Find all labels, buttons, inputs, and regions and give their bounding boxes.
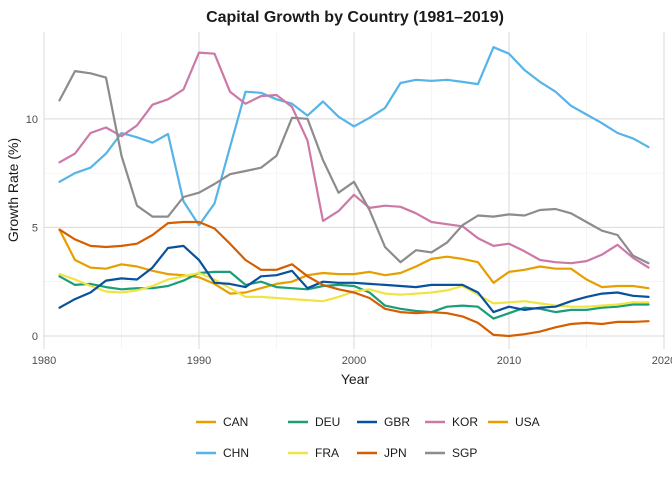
legend-label: USA xyxy=(515,415,540,429)
x-tick-label: 2010 xyxy=(497,355,521,367)
series-line-gbr xyxy=(58,244,650,314)
legend-item-gbr: GBR xyxy=(357,415,410,429)
legend-item-deu: DEU xyxy=(288,415,340,429)
y-tick-label: 0 xyxy=(32,331,38,343)
x-tick-label: 1980 xyxy=(32,355,56,367)
legend: CAN DEU GBR KOR USA CHN FRA JPN SGP xyxy=(196,415,540,460)
legend-label: CHN xyxy=(223,446,249,460)
series-line-jpn xyxy=(58,220,650,338)
series-line-chn xyxy=(58,46,650,227)
x-tick-label: 1990 xyxy=(187,355,211,367)
series-line-can xyxy=(58,228,650,295)
legend-item-chn: CHN xyxy=(196,446,249,460)
x-axis-title: Year xyxy=(341,371,370,387)
legend-label: GBR xyxy=(384,415,410,429)
legend-label: JPN xyxy=(384,446,407,460)
legend-item-sgp: SGP xyxy=(425,446,477,460)
legend-label: KOR xyxy=(452,415,478,429)
legend-item-fra: FRA xyxy=(288,446,339,460)
chart-title: Capital Growth by Country (1981–2019) xyxy=(206,9,504,26)
x-tick-label: 2000 xyxy=(342,355,366,367)
y-tick-label: 5 xyxy=(32,222,38,234)
legend-label: SGP xyxy=(452,446,477,460)
series-line-kor xyxy=(58,51,650,269)
y-axis-title: Growth Rate (%) xyxy=(5,138,21,242)
y-tick-label: 10 xyxy=(26,114,38,126)
series-line-sgp xyxy=(58,70,650,265)
legend-item-jpn: JPN xyxy=(357,446,407,460)
legend-label: DEU xyxy=(315,415,340,429)
series-line-deu xyxy=(58,270,650,320)
legend-item-usa: USA xyxy=(488,415,540,429)
legend-label: CAN xyxy=(223,415,248,429)
grid-layer xyxy=(43,32,665,349)
legend-item-can: CAN xyxy=(196,415,248,429)
series-lines xyxy=(58,46,650,338)
legend-label: FRA xyxy=(315,446,339,460)
legend-item-kor: KOR xyxy=(425,415,478,429)
